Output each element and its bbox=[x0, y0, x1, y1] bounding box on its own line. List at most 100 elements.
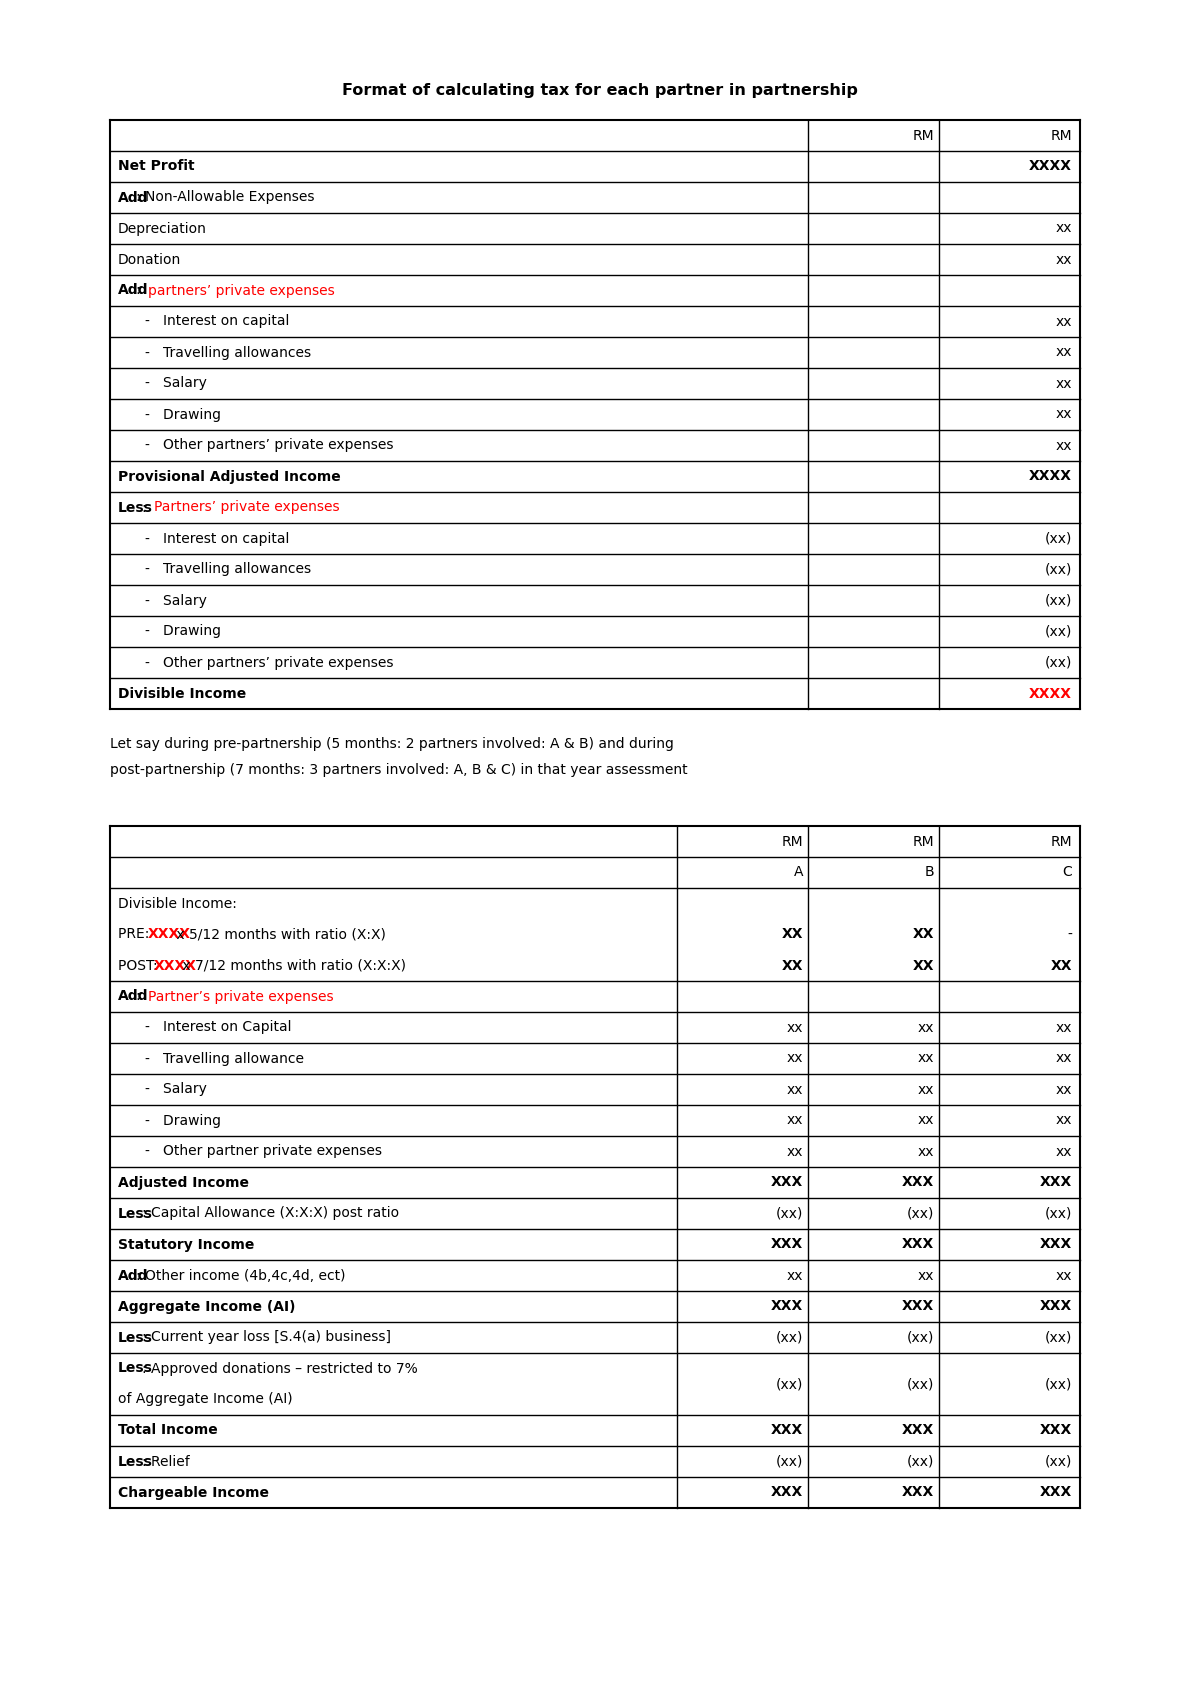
Text: xx: xx bbox=[1056, 315, 1072, 329]
Text: xx: xx bbox=[787, 1020, 804, 1034]
Text: XXX: XXX bbox=[902, 1300, 935, 1314]
Text: partners’ private expenses: partners’ private expenses bbox=[148, 283, 335, 298]
Text: RM: RM bbox=[781, 834, 804, 849]
Text: xx: xx bbox=[787, 1144, 804, 1158]
Text: -   Interest on capital: - Interest on capital bbox=[145, 532, 289, 546]
Text: xx: xx bbox=[918, 1020, 935, 1034]
Text: (xx): (xx) bbox=[907, 1376, 935, 1392]
Text: XXX: XXX bbox=[902, 1237, 935, 1251]
Text: -   Salary: - Salary bbox=[145, 593, 206, 607]
Text: : Relief: : Relief bbox=[142, 1454, 190, 1468]
Text: x 5/12 months with ratio (X:X): x 5/12 months with ratio (X:X) bbox=[172, 927, 386, 941]
Text: x 7/12 months with ratio (X:X:X): x 7/12 months with ratio (X:X:X) bbox=[178, 958, 406, 973]
Text: xx: xx bbox=[918, 1144, 935, 1158]
Text: (xx): (xx) bbox=[1045, 624, 1072, 639]
Text: Aggregate Income (AI): Aggregate Income (AI) bbox=[118, 1300, 295, 1314]
Text: Net Profit: Net Profit bbox=[118, 159, 194, 173]
Text: XXX: XXX bbox=[772, 1424, 804, 1437]
Text: Less: Less bbox=[118, 500, 152, 515]
Text: xx: xx bbox=[1056, 1051, 1072, 1066]
Text: xx: xx bbox=[1056, 253, 1072, 266]
Text: : Non-Allowable Expenses: : Non-Allowable Expenses bbox=[136, 190, 314, 205]
Text: Less: Less bbox=[118, 1207, 152, 1220]
Text: -   Salary: - Salary bbox=[145, 1083, 206, 1097]
Text: Partners’ private expenses: Partners’ private expenses bbox=[154, 500, 340, 515]
Text: -   Drawing: - Drawing bbox=[145, 1114, 221, 1127]
Text: (xx): (xx) bbox=[907, 1331, 935, 1344]
Text: XXX: XXX bbox=[1039, 1176, 1072, 1190]
Text: (xx): (xx) bbox=[776, 1207, 804, 1220]
Text: B: B bbox=[925, 866, 935, 880]
Text: xx: xx bbox=[787, 1268, 804, 1283]
Text: (xx): (xx) bbox=[1045, 1454, 1072, 1468]
Text: Less: Less bbox=[118, 1454, 152, 1468]
Text: XXX: XXX bbox=[902, 1424, 935, 1437]
Text: xx: xx bbox=[787, 1114, 804, 1127]
Text: (xx): (xx) bbox=[1045, 593, 1072, 607]
Text: (xx): (xx) bbox=[776, 1454, 804, 1468]
Text: XX: XX bbox=[1050, 958, 1072, 973]
Text: -   Other partners’ private expenses: - Other partners’ private expenses bbox=[145, 656, 394, 670]
Text: -   Drawing: - Drawing bbox=[145, 624, 221, 639]
Text: post-partnership (7 months: 3 partners involved: A, B & C) in that year assessme: post-partnership (7 months: 3 partners i… bbox=[110, 763, 688, 776]
Text: XXXX: XXXX bbox=[1030, 470, 1072, 483]
Text: XX: XX bbox=[782, 958, 804, 973]
Text: -   Interest on capital: - Interest on capital bbox=[145, 315, 289, 329]
Text: RM: RM bbox=[1050, 834, 1072, 849]
Text: XXX: XXX bbox=[772, 1485, 804, 1500]
Text: Format of calculating tax for each partner in partnership: Format of calculating tax for each partn… bbox=[342, 83, 858, 98]
Text: C: C bbox=[1062, 866, 1072, 880]
Text: XX: XX bbox=[913, 927, 935, 941]
Text: -   Travelling allowances: - Travelling allowances bbox=[145, 563, 311, 576]
Text: XXX: XXX bbox=[1039, 1300, 1072, 1314]
Text: :: : bbox=[136, 283, 145, 298]
Text: xx: xx bbox=[918, 1083, 935, 1097]
Text: RM: RM bbox=[913, 129, 935, 142]
Text: (xx): (xx) bbox=[1045, 532, 1072, 546]
Text: XXXX: XXXX bbox=[1030, 686, 1072, 700]
Text: Divisible Income:: Divisible Income: bbox=[118, 897, 236, 910]
Text: xx: xx bbox=[1056, 346, 1072, 359]
Text: Statutory Income: Statutory Income bbox=[118, 1237, 254, 1251]
Text: RM: RM bbox=[1050, 129, 1072, 142]
Text: -   Travelling allowance: - Travelling allowance bbox=[145, 1051, 304, 1066]
Text: XXX: XXX bbox=[772, 1300, 804, 1314]
Text: XX: XX bbox=[782, 927, 804, 941]
Text: (xx): (xx) bbox=[1045, 1207, 1072, 1220]
Text: xx: xx bbox=[1056, 1144, 1072, 1158]
Text: of Aggregate Income (AI): of Aggregate Income (AI) bbox=[118, 1393, 293, 1407]
Text: : Other income (4b,4c,4d, ect): : Other income (4b,4c,4d, ect) bbox=[136, 1268, 346, 1283]
Text: Depreciation: Depreciation bbox=[118, 222, 206, 236]
Text: Total Income: Total Income bbox=[118, 1424, 217, 1437]
Text: A: A bbox=[794, 866, 804, 880]
Text: PRE:: PRE: bbox=[118, 927, 154, 941]
Text: (xx): (xx) bbox=[1045, 1376, 1072, 1392]
Text: Divisible Income: Divisible Income bbox=[118, 686, 246, 700]
Text: xx: xx bbox=[1056, 439, 1072, 453]
Text: Add: Add bbox=[118, 190, 149, 205]
Text: : Capital Allowance (X:X:X) post ratio: : Capital Allowance (X:X:X) post ratio bbox=[142, 1207, 400, 1220]
Text: XXX: XXX bbox=[772, 1176, 804, 1190]
Text: xx: xx bbox=[787, 1083, 804, 1097]
Text: : Current year loss [S.4(a) business]: : Current year loss [S.4(a) business] bbox=[142, 1331, 391, 1344]
Text: xx: xx bbox=[1056, 1083, 1072, 1097]
Text: Add: Add bbox=[118, 283, 149, 298]
Text: xx: xx bbox=[1056, 1268, 1072, 1283]
Text: XXX: XXX bbox=[902, 1176, 935, 1190]
Text: -   Drawing: - Drawing bbox=[145, 407, 221, 422]
Text: (xx): (xx) bbox=[776, 1376, 804, 1392]
Text: XXXX: XXXX bbox=[154, 958, 197, 973]
Text: xx: xx bbox=[787, 1051, 804, 1066]
Text: Add: Add bbox=[118, 990, 149, 1003]
Text: Chargeable Income: Chargeable Income bbox=[118, 1485, 269, 1500]
Text: XXX: XXX bbox=[902, 1485, 935, 1500]
Text: :: : bbox=[136, 990, 145, 1003]
Text: -: - bbox=[1067, 927, 1072, 941]
Text: xx: xx bbox=[918, 1268, 935, 1283]
Text: :: : bbox=[142, 500, 151, 515]
Text: Donation: Donation bbox=[118, 253, 181, 266]
Text: XXX: XXX bbox=[772, 1237, 804, 1251]
Text: xx: xx bbox=[918, 1051, 935, 1066]
Text: XX: XX bbox=[913, 958, 935, 973]
Text: XXX: XXX bbox=[1039, 1485, 1072, 1500]
